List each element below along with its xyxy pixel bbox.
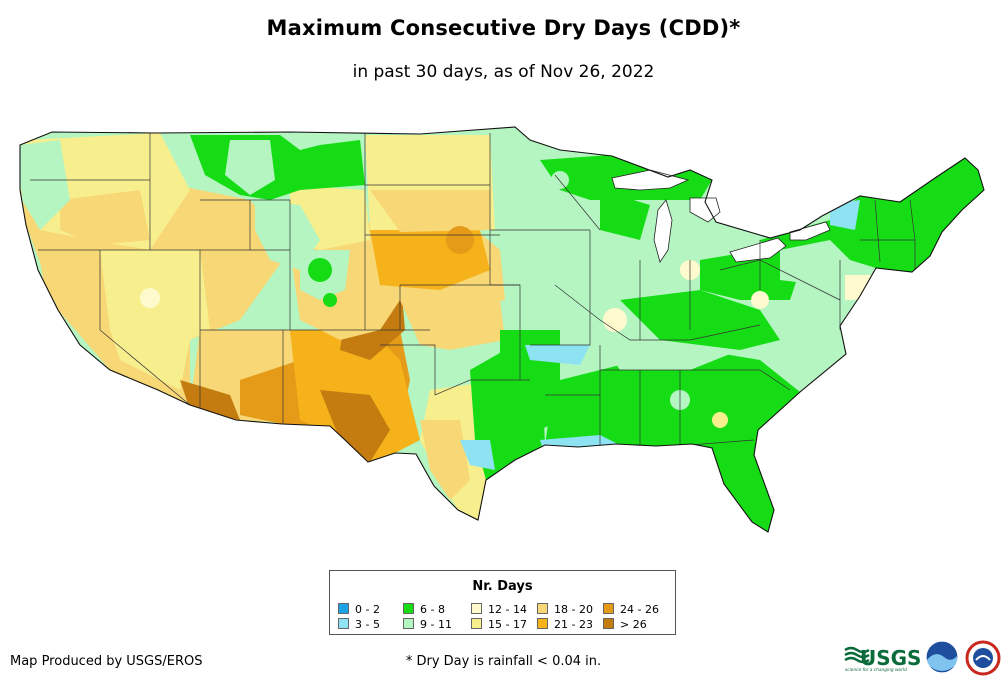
map-title: Maximum Consecutive Dry Days (CDD)* — [266, 16, 741, 40]
agency-logos: USGS science for a changing world — [844, 640, 1001, 676]
legend-label: > 26 — [620, 618, 647, 631]
legend-label: 18 - 20 — [554, 603, 593, 616]
legend-swatch — [537, 603, 548, 614]
legend-title: Nr. Days — [472, 579, 533, 594]
legend-swatch — [338, 618, 349, 629]
legend-swatch — [603, 603, 614, 614]
legend-label: 21 - 23 — [554, 618, 593, 631]
usgs-tagline: science for a changing world — [845, 667, 907, 673]
legend-item: > 26 — [603, 618, 647, 631]
legend-swatch — [403, 603, 414, 614]
legend-swatch — [537, 618, 548, 629]
noaa-logo — [925, 640, 959, 674]
legend-item: 12 - 14 — [471, 603, 527, 616]
legend-item: 0 - 2 — [338, 603, 380, 616]
usgs-logo: USGS science for a changing world — [844, 646, 921, 673]
us-dry-days-map — [19, 126, 985, 533]
legend-label: 24 - 26 — [620, 603, 659, 616]
map-credit: Map Produced by USGS/EROS — [10, 654, 203, 669]
legend-label: 15 - 17 — [488, 618, 527, 631]
legend-swatch — [471, 603, 482, 614]
legend-swatch — [471, 618, 482, 629]
legend-label: 0 - 2 — [355, 603, 380, 616]
legend-item: 9 - 11 — [403, 618, 452, 631]
legend-item: 24 - 26 — [603, 603, 659, 616]
dry-day-footnote: * Dry Day is rainfall < 0.04 in. — [405, 654, 602, 669]
legend-label: 12 - 14 — [488, 603, 527, 616]
legend-box: Nr. Days 0 - 2 3 - 5 6 - 8 9 - 11 12 - 1… — [329, 570, 676, 635]
legend-item: 15 - 17 — [471, 618, 527, 631]
map-subtitle: in past 30 days, as of Nov 26, 2022 — [352, 62, 655, 82]
legend-item: 6 - 8 — [403, 603, 445, 616]
legend-item: 21 - 23 — [537, 618, 593, 631]
legend-swatch — [603, 618, 614, 629]
legend-label: 3 - 5 — [355, 618, 380, 631]
legend-swatch — [403, 618, 414, 629]
nws-logo — [965, 640, 1001, 676]
legend-label: 9 - 11 — [420, 618, 452, 631]
legend-item: 18 - 20 — [537, 603, 593, 616]
legend-item: 3 - 5 — [338, 618, 380, 631]
legend-label: 6 - 8 — [420, 603, 445, 616]
usgs-wordmark: USGS — [860, 646, 921, 670]
legend-swatch — [338, 603, 349, 614]
